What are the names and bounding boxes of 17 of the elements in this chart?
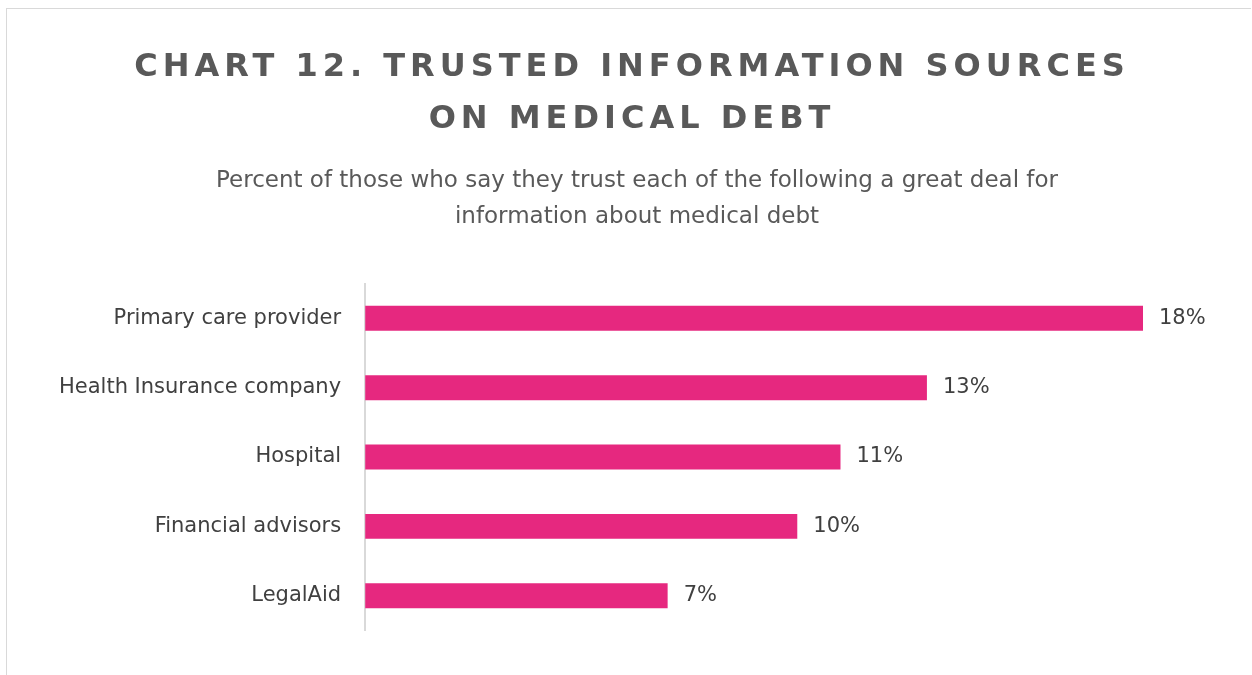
y-tick-label: Health Insurance company [58,374,342,399]
data-label: 18% [1159,304,1206,329]
data-label: 10% [813,512,860,537]
data-label: 7% [683,582,717,607]
bar [365,583,668,609]
chart-subtitle: Percent of those who say they trust each of the following a great deal for information about medical debt [215,165,1059,230]
y-tick-label: LegalAid [251,582,342,607]
y-tick-label: Financial advisors [154,512,342,537]
bar [365,444,841,470]
y-tick-label: Hospital [255,443,342,468]
y-tick-label: Primary care provider [113,304,342,329]
chart-title: CHART 12. TRUSTED INFORMATION SOURCES ON MEDICAL DEBT [133,45,1131,138]
bar [365,375,927,401]
bar [365,305,1143,331]
data-label: 13% [942,374,990,399]
data-label: 11% [856,443,904,468]
bar [365,513,798,539]
